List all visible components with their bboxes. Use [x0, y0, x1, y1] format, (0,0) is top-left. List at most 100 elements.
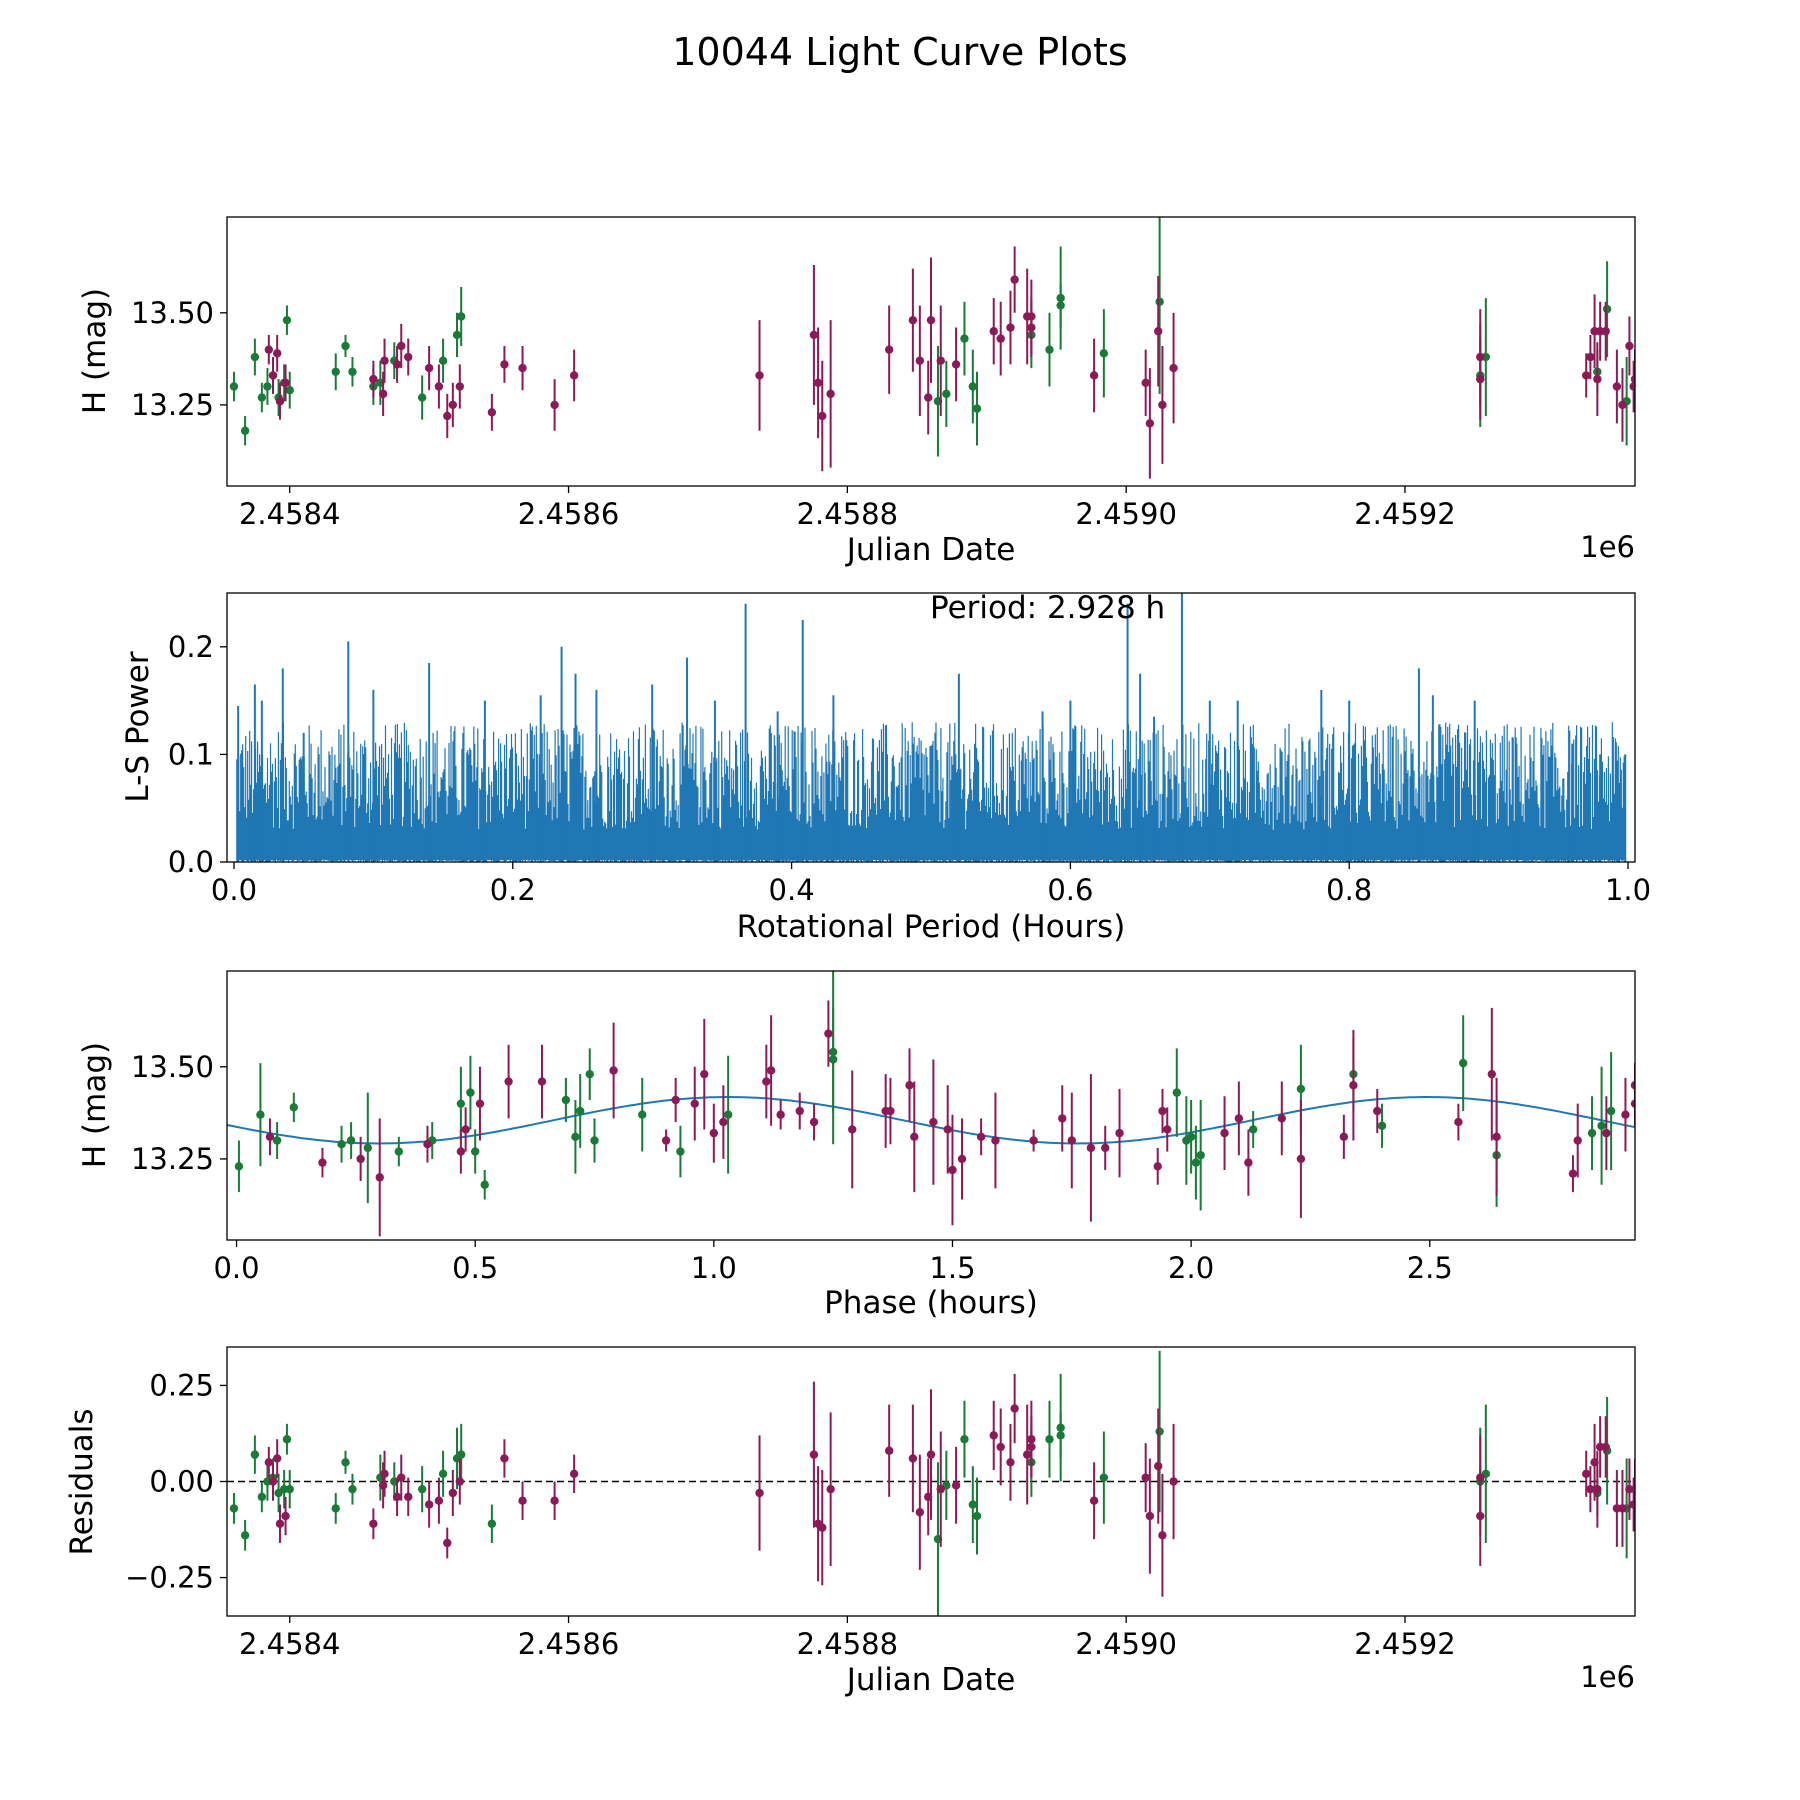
data-point	[1630, 374, 1635, 384]
data-point	[886, 1106, 895, 1116]
data-point	[250, 352, 260, 362]
data-point	[1154, 1461, 1163, 1471]
data-point	[1220, 1128, 1229, 1138]
data-point	[1089, 371, 1099, 380]
data-point	[438, 356, 448, 365]
data-point	[1582, 371, 1591, 380]
data-point	[518, 363, 527, 373]
data-point	[281, 378, 290, 388]
data-point	[795, 1106, 804, 1116]
data-point	[1196, 1151, 1205, 1160]
data-point	[1022, 1450, 1032, 1459]
data-point	[951, 1481, 961, 1490]
periodogram-plot-area	[236, 593, 1627, 862]
x-tick-label: 2.4592	[1354, 1627, 1455, 1661]
data-point	[348, 367, 357, 376]
data-point	[1296, 1154, 1306, 1164]
data-point	[285, 385, 294, 395]
data-point	[1621, 1110, 1630, 1119]
data-point	[1582, 1469, 1591, 1479]
data-point	[908, 1454, 918, 1463]
data-point	[550, 400, 559, 410]
data-point	[1006, 323, 1015, 332]
residuals-frame	[226, 1346, 1636, 1617]
y-tick-label: 0.1	[168, 737, 214, 771]
data-point	[337, 1139, 346, 1149]
lightcurve-ylabel: H (mag)	[77, 288, 113, 414]
data-point	[1586, 352, 1595, 362]
data-point	[585, 1069, 594, 1079]
residuals-xlabel: Julian Date	[845, 1662, 1016, 1698]
data-point	[709, 1128, 719, 1138]
data-point	[282, 315, 292, 325]
data-point	[1101, 1143, 1110, 1153]
x-tick-label: 0.2	[490, 873, 536, 907]
residuals-ylabel: Residuals	[64, 1408, 100, 1555]
x-tick-label: 2.4584	[239, 497, 340, 531]
data-point	[569, 1469, 579, 1479]
lightcurve-frame	[226, 216, 1636, 487]
data-point	[455, 382, 465, 391]
figure-title: 10044 Light Curve Plots	[672, 30, 1127, 74]
data-point	[392, 1492, 402, 1502]
series-purple	[264, 1373, 1635, 1597]
lightcurve-plot-area	[229, 217, 1635, 479]
data-point	[240, 1531, 250, 1540]
data-point	[1625, 341, 1634, 351]
y-tick-label: 0.25	[149, 1368, 214, 1402]
residuals-plot-area	[227, 1350, 1635, 1616]
data-point	[380, 356, 389, 365]
data-point	[1153, 1162, 1162, 1171]
data-point	[1454, 1117, 1463, 1127]
data-point	[281, 1511, 290, 1521]
data-point	[448, 1488, 458, 1498]
x-tick-label: 1.0	[691, 1251, 737, 1285]
data-point	[257, 1492, 267, 1502]
data-point	[813, 378, 823, 388]
data-point	[424, 1500, 434, 1509]
data-point	[972, 404, 982, 413]
data-point	[968, 382, 978, 391]
data-point	[1630, 1099, 1635, 1108]
data-point	[404, 352, 413, 362]
x-tick-label: 0.8	[1326, 873, 1372, 907]
data-point	[884, 1446, 894, 1455]
data-point	[457, 1450, 466, 1459]
data-point	[250, 1450, 260, 1459]
data-point	[275, 397, 285, 406]
data-point	[438, 1469, 448, 1479]
data-point	[1492, 1132, 1501, 1142]
data-point	[991, 1136, 1000, 1145]
periodogram-panel: 0.0 0.2 0.4 0.6 0.8 1.0 0.0 0.1 0.2 Period: 2.92…	[120, 590, 1651, 945]
data-point	[948, 1165, 957, 1175]
data-point	[443, 1538, 452, 1548]
data-point	[609, 1066, 618, 1075]
data-point	[989, 1431, 998, 1440]
data-point	[638, 1110, 647, 1119]
x-tick-label: 2.4586	[518, 1627, 619, 1661]
data-point	[537, 1077, 547, 1086]
phased-axes: 0.0 0.5 1.0 1.5 2.0 2.5 13.25 13.50	[131, 1050, 1453, 1285]
data-point	[719, 1117, 728, 1127]
data-point	[417, 393, 427, 402]
data-point	[908, 315, 918, 325]
data-point	[1099, 349, 1109, 358]
data-point	[700, 1069, 709, 1079]
data-point	[392, 360, 402, 369]
data-point	[1056, 1423, 1065, 1432]
data-point	[424, 363, 434, 373]
data-point	[341, 341, 350, 351]
residuals-axes: 2.4584 2.4586 2.4588 2.4590 2.4592 −0.25 0.00 0…	[125, 1368, 1456, 1661]
data-point	[571, 1132, 580, 1142]
data-point	[380, 1469, 389, 1479]
series-purple	[264, 246, 1635, 479]
data-point	[968, 1500, 978, 1509]
data-point	[824, 1029, 833, 1038]
data-point	[1629, 1500, 1635, 1509]
x-tick-label: 2.4584	[239, 1627, 340, 1661]
data-point	[1476, 374, 1485, 384]
data-point	[690, 1099, 699, 1108]
x-tick-label: 2.4592	[1354, 497, 1455, 531]
phased-frame	[226, 970, 1636, 1241]
data-point	[1601, 1442, 1610, 1452]
